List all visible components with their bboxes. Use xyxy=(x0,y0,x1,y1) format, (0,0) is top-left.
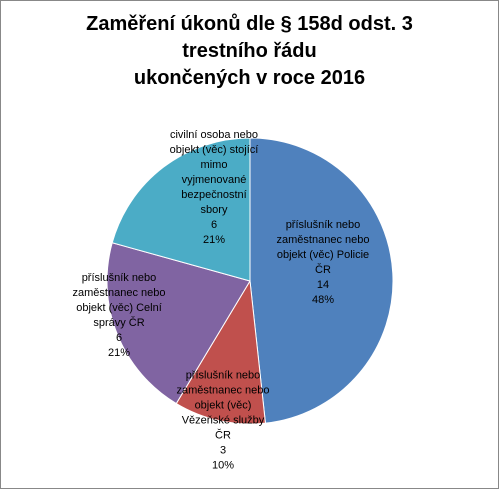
value-label: 6 xyxy=(210,219,218,231)
chart-title: Zaměření úkonů dle § 158d odst. 3 xyxy=(86,13,413,35)
percent-label: 21% xyxy=(107,347,131,359)
pie-slice xyxy=(175,279,267,425)
data-label: příslušník nebo zaměstnanec nebo objekt … xyxy=(72,271,167,361)
data-label: civilní osoba nebo objekt (věc) stojící … xyxy=(169,128,259,248)
pie-slice xyxy=(249,137,394,424)
pie-slice xyxy=(111,137,251,282)
category-label: civilní osoba nebo objekt (věc) stojící … xyxy=(169,129,259,216)
chart-title: ukončených v roce 2016 xyxy=(133,67,366,89)
value-label: 3 xyxy=(219,444,227,457)
percent-label: 48% xyxy=(311,294,335,306)
pie-slice xyxy=(106,242,251,405)
percent-label: 21% xyxy=(202,234,226,246)
category-label: příslušník nebo zaměstnanec nebo objekt … xyxy=(72,272,166,329)
value-label: 14 xyxy=(316,279,330,291)
value-label: 6 xyxy=(115,332,123,344)
percent-label: 10% xyxy=(211,459,235,472)
category-label: příslušník nebo zaměstnanec nebo objekt … xyxy=(276,219,370,276)
data-label: příslušník nebo zaměstnanec nebo objekt … xyxy=(176,369,271,474)
data-label: příslušník nebo zaměstnanec nebo objekt … xyxy=(268,218,378,308)
chart-title: trestního řádu xyxy=(182,40,317,62)
category-label: příslušník nebo zaměstnanec nebo objekt … xyxy=(176,369,270,442)
